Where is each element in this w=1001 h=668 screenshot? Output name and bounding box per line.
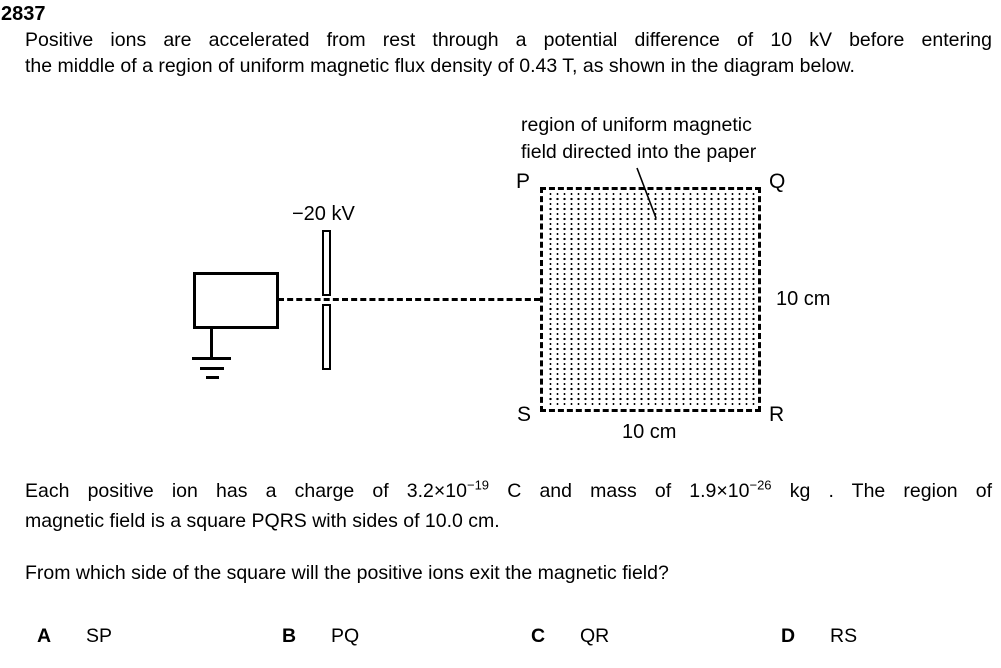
option-a: A SP — [37, 625, 112, 648]
mass-mantissa: 1.9×10 — [689, 480, 750, 502]
voltage-label: −20 kV — [292, 203, 355, 225]
mass-exponent: −26 — [749, 477, 772, 493]
intro-line-1: Positive ions are accelerated from rest … — [25, 29, 992, 51]
accelerating-plate-bottom — [322, 304, 331, 370]
charge-exponent: −19 — [466, 477, 490, 493]
field-caption: region of uniform magnetic field directe… — [521, 112, 821, 166]
details-text-3: . The region of — [828, 480, 993, 502]
option-d-letter: D — [781, 625, 796, 647]
corner-label-r: R — [769, 403, 785, 426]
ion-beam-path — [278, 298, 540, 301]
accelerating-plate-top — [322, 230, 331, 296]
charge-mantissa: 3.2×10 — [406, 480, 467, 502]
side-length-right: 10 cm — [776, 288, 831, 310]
option-c: C QR — [531, 625, 609, 648]
question-prompt: From which side of the square will the p… — [25, 562, 669, 584]
option-d: D RS — [781, 625, 857, 648]
field-dot-pattern — [545, 192, 756, 407]
option-b: B PQ — [282, 625, 359, 648]
side-length-bottom: 10 cm — [622, 421, 677, 443]
corner-label-p: P — [516, 170, 531, 193]
option-a-value: SP — [86, 625, 113, 647]
charge-unit: C — [507, 480, 522, 502]
details-text-2: and mass of — [539, 480, 672, 502]
ground-symbol-bar-3 — [206, 376, 219, 379]
field-caption-line-2: field directed into the paper — [521, 141, 757, 163]
option-b-value: PQ — [331, 625, 360, 647]
details-line-1: Each positive ion has a charge of 3.2×10… — [25, 476, 992, 506]
corner-label-s: S — [517, 403, 532, 426]
ground-wire — [210, 327, 213, 358]
details-paragraph: Each positive ion has a charge of 3.2×10… — [25, 476, 992, 536]
field-caption-line-1: region of uniform magnetic — [521, 114, 752, 136]
corner-label-q: Q — [769, 170, 786, 193]
mass-value: 1.9×10−26 kg — [689, 477, 811, 503]
charge-value: 3.2×10−19 C — [406, 477, 522, 503]
ground-symbol-bar-1 — [192, 357, 231, 360]
question-number: 2837 — [1, 3, 46, 25]
details-line-2: magnetic field is a square PQRS with sid… — [25, 510, 500, 532]
mass-unit: kg — [789, 480, 811, 502]
option-a-letter: A — [37, 625, 52, 647]
option-c-letter: C — [531, 625, 546, 647]
intro-paragraph: Positive ions are accelerated from rest … — [25, 27, 992, 79]
details-text-1: Each positive ion has a charge of — [25, 480, 389, 502]
option-c-value: QR — [580, 625, 610, 647]
option-b-letter: B — [282, 625, 297, 647]
ground-symbol-bar-2 — [200, 367, 224, 370]
ion-source-box — [193, 272, 279, 329]
intro-line-2: the middle of a region of uniform magnet… — [25, 55, 855, 77]
option-d-value: RS — [830, 625, 858, 647]
magnetic-field-region — [540, 187, 761, 412]
